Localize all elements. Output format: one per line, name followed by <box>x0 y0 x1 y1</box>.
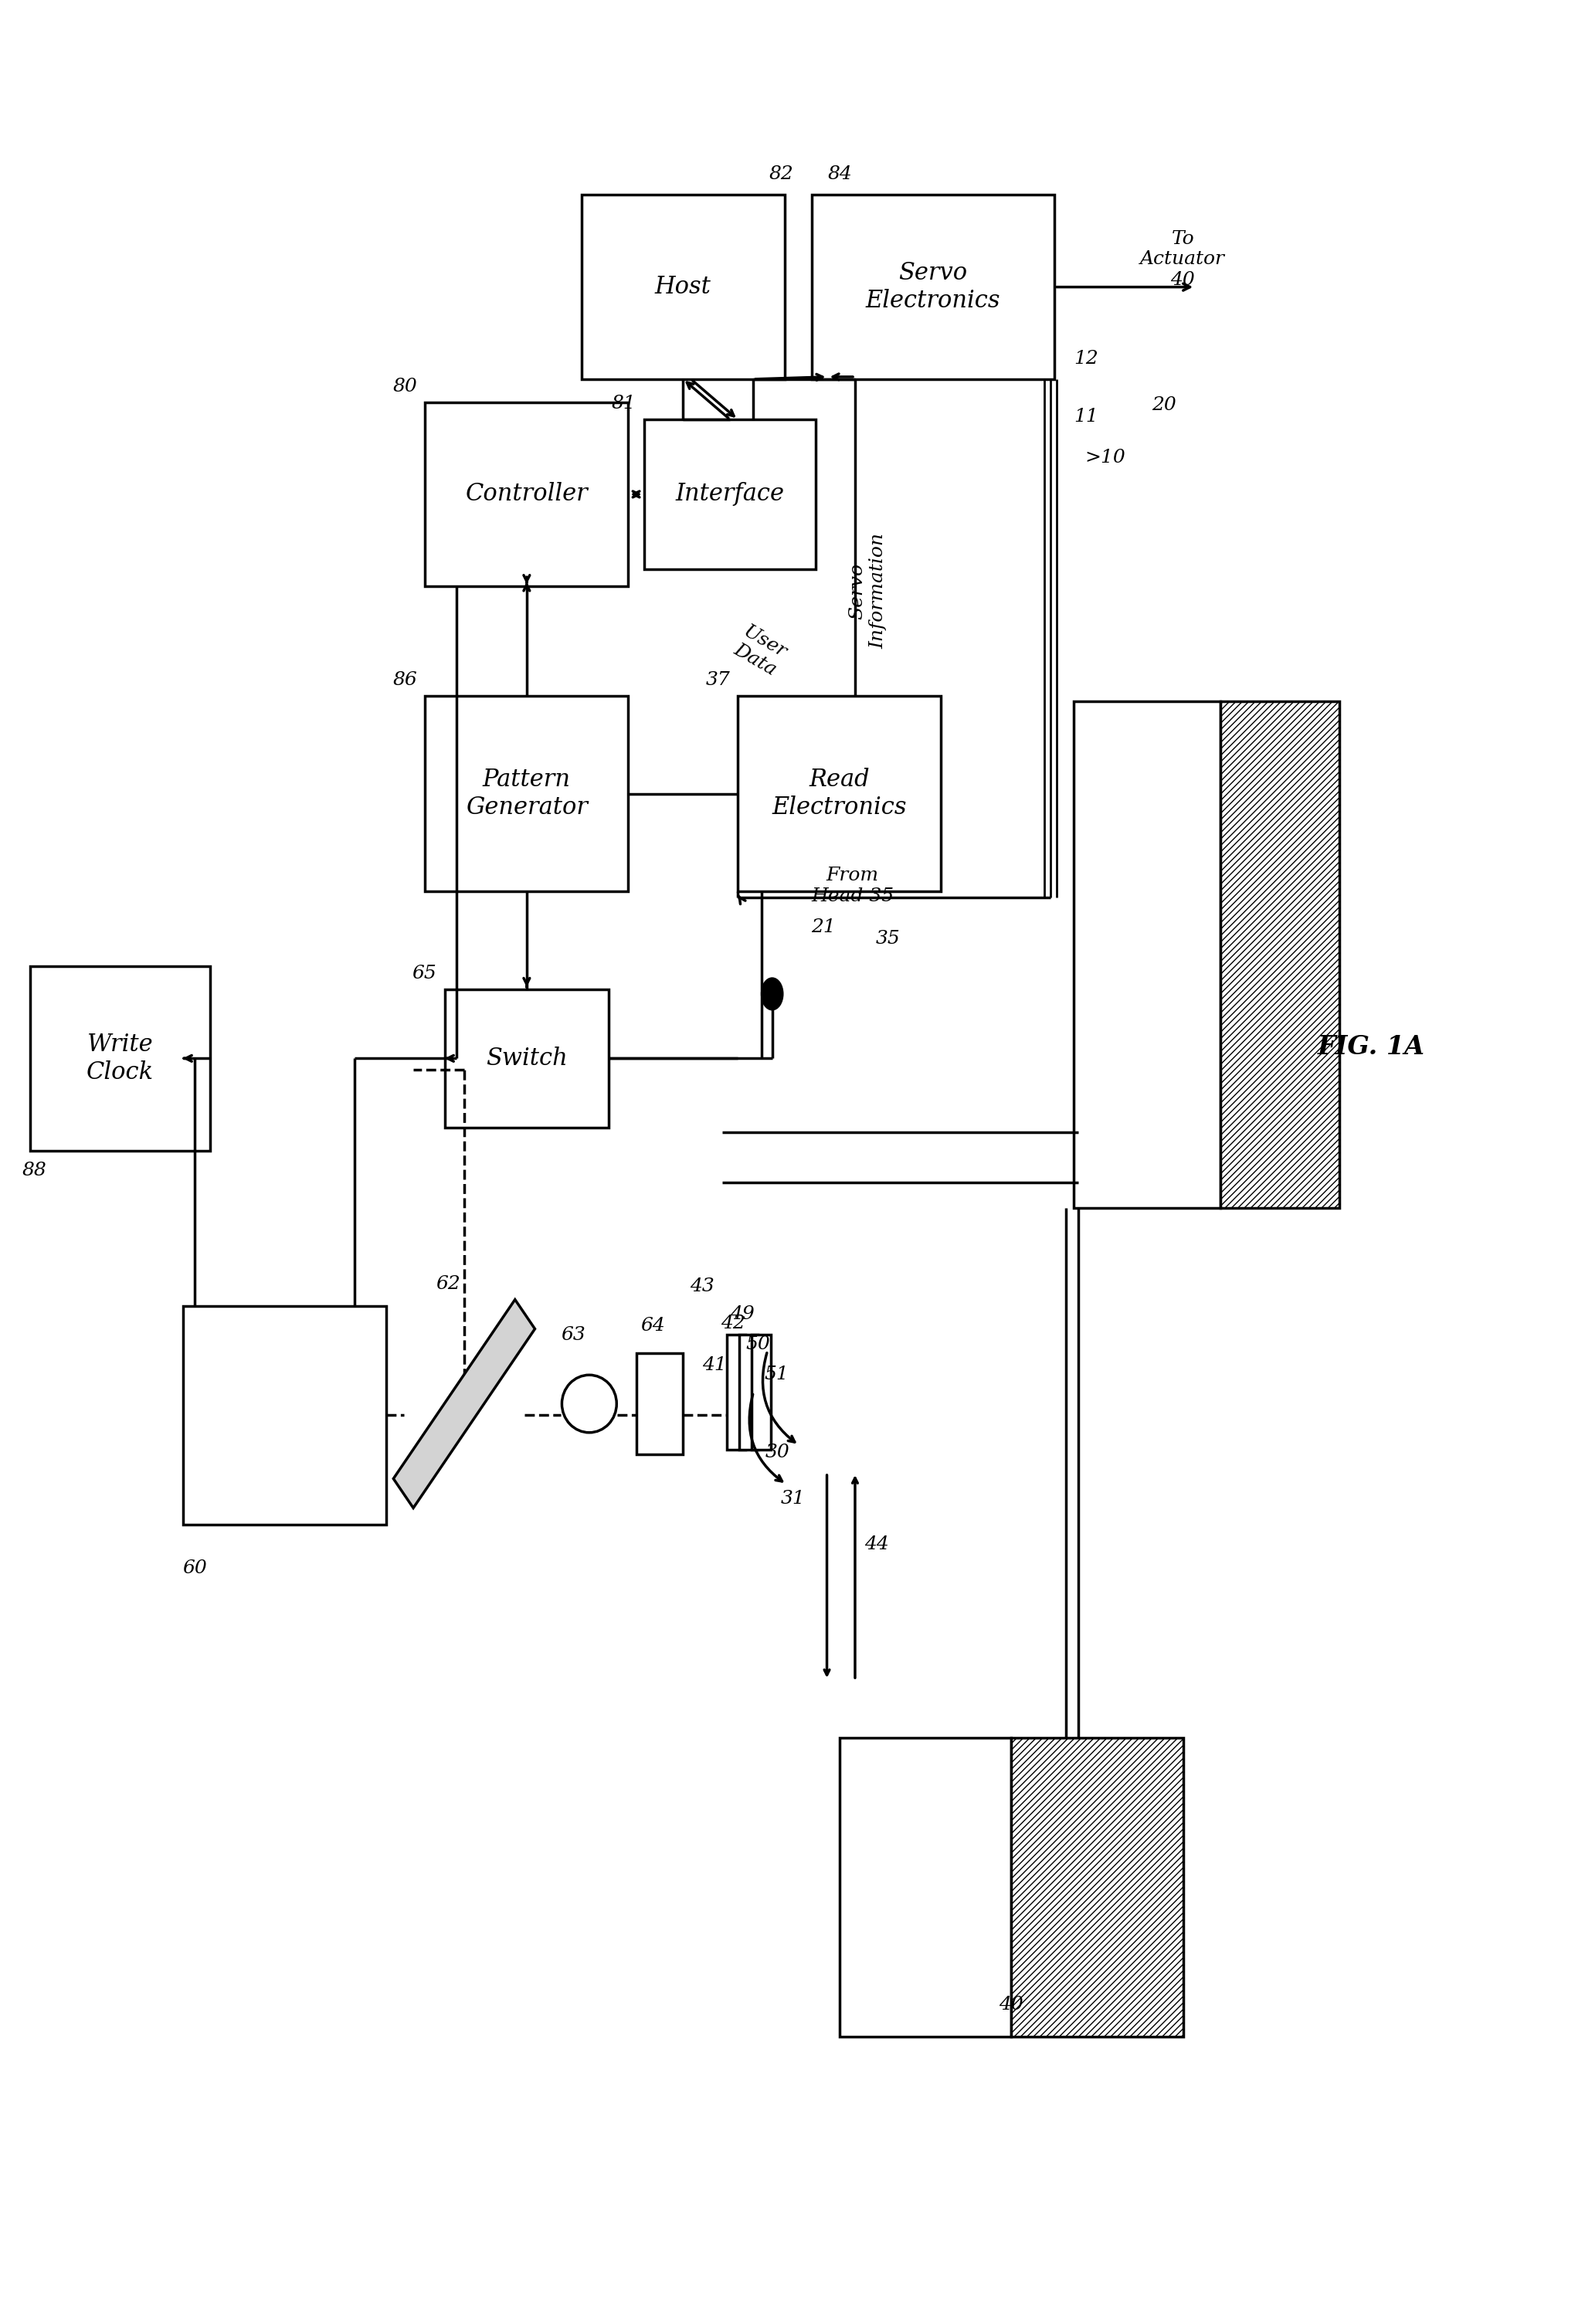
Bar <box>1220 702 1339 1208</box>
Text: 82: 82 <box>769 165 794 184</box>
Bar <box>182 1306 387 1525</box>
Text: Switch: Switch <box>487 1046 567 1071</box>
Text: Servo
Electronics: Servo Electronics <box>865 260 1000 314</box>
Text: Controller: Controller <box>466 483 588 507</box>
Text: 80: 80 <box>393 376 417 395</box>
Bar <box>751 1334 770 1450</box>
Text: 35: 35 <box>875 930 900 948</box>
Bar <box>445 990 609 1127</box>
Text: Interface: Interface <box>675 483 785 507</box>
Text: 65: 65 <box>412 964 437 983</box>
Text: 21: 21 <box>812 918 835 937</box>
Text: Host: Host <box>655 274 712 300</box>
Bar <box>582 195 785 379</box>
Polygon shape <box>393 1299 534 1508</box>
Text: Write
Clock: Write Clock <box>87 1032 154 1085</box>
Bar <box>1011 1738 1184 2036</box>
Text: 43: 43 <box>689 1278 715 1294</box>
Text: 64: 64 <box>640 1318 666 1334</box>
Bar <box>812 195 1054 379</box>
Text: 37: 37 <box>705 672 731 688</box>
Bar <box>737 695 941 892</box>
Text: Pattern
Generator: Pattern Generator <box>466 767 588 820</box>
Bar <box>644 418 816 569</box>
Text: Servo
Information: Servo Information <box>848 532 886 648</box>
Text: 88: 88 <box>22 1162 48 1181</box>
Text: 44: 44 <box>864 1536 889 1552</box>
Bar <box>840 1738 1011 2036</box>
Text: 30: 30 <box>766 1443 789 1462</box>
Text: From
Head 35: From Head 35 <box>812 867 894 904</box>
Bar <box>30 967 211 1150</box>
Text: >10: >10 <box>1084 449 1125 467</box>
Text: 62: 62 <box>436 1276 461 1292</box>
Bar <box>425 695 628 892</box>
Text: 20: 20 <box>1152 395 1176 414</box>
Text: 31: 31 <box>780 1490 805 1508</box>
Text: 60: 60 <box>182 1559 208 1578</box>
Text: 41: 41 <box>702 1357 728 1373</box>
Text: 51: 51 <box>764 1364 789 1383</box>
Text: Read
Electronics: Read Electronics <box>772 767 907 820</box>
Text: To
Actuator
40: To Actuator 40 <box>1140 230 1225 288</box>
Text: 12: 12 <box>1075 351 1098 367</box>
Text: User
Data: User Data <box>731 623 789 679</box>
Ellipse shape <box>561 1376 617 1432</box>
Text: FIG. 1A: FIG. 1A <box>1317 1034 1425 1060</box>
Bar <box>636 1353 683 1455</box>
Bar <box>739 1334 758 1450</box>
Text: 11: 11 <box>1075 407 1098 425</box>
Bar <box>728 1334 745 1450</box>
Circle shape <box>761 978 783 1011</box>
Text: 40: 40 <box>999 1996 1024 2013</box>
Text: 84: 84 <box>827 165 853 184</box>
Text: 86: 86 <box>393 672 417 688</box>
Bar <box>425 402 628 586</box>
Text: 50: 50 <box>745 1336 770 1353</box>
Text: 63: 63 <box>561 1327 585 1343</box>
Text: 81: 81 <box>612 395 636 414</box>
Bar <box>1075 702 1220 1208</box>
Text: 42: 42 <box>721 1315 745 1332</box>
Text: 49: 49 <box>731 1306 754 1322</box>
